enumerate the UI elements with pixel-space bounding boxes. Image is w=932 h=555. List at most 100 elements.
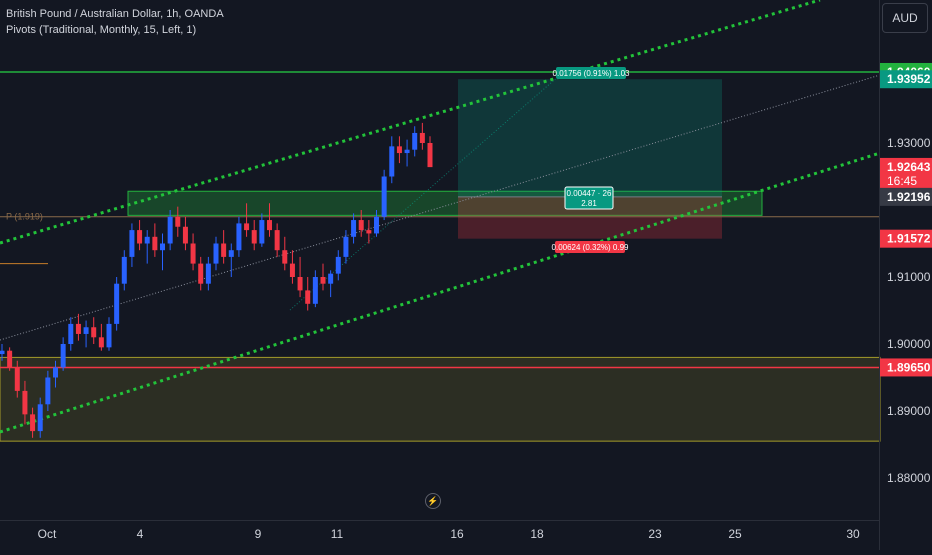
price-label-1.92643 — [880, 157, 932, 190]
candle-body — [190, 243, 196, 264]
price-label-1.91572 — [880, 229, 932, 248]
demand-zone[interactable] — [0, 356, 881, 442]
entry-label: 0.00447 · 26 — [567, 189, 612, 198]
candle-body — [381, 176, 387, 217]
candle-body — [274, 230, 280, 251]
candle-body — [68, 323, 74, 344]
candle-body — [121, 256, 127, 284]
price-label-1.89650 — [880, 358, 932, 377]
candle-body — [412, 132, 418, 150]
candle-body — [289, 263, 295, 277]
price-tick: 1.91000 — [887, 270, 931, 284]
time-tick: 25 — [728, 527, 742, 541]
candle-body — [37, 404, 43, 432]
candle-body — [14, 367, 20, 391]
candle-body — [267, 220, 272, 231]
price-label-1.92196 — [880, 187, 932, 206]
candle-body — [335, 256, 341, 274]
candle-body — [312, 277, 318, 304]
candle-body — [221, 243, 227, 257]
candle-body — [213, 243, 219, 264]
candle-body — [144, 236, 150, 244]
breakout-zone[interactable] — [127, 190, 763, 216]
time-tick: 11 — [331, 527, 344, 541]
candle-body — [60, 344, 66, 368]
candle-body — [45, 377, 51, 405]
candle-body — [175, 216, 181, 227]
candle-body — [228, 250, 234, 257]
candle-body — [0, 350, 5, 355]
candle-body — [205, 263, 211, 284]
price-tick: 1.89000 — [887, 404, 931, 418]
price-tick: 1.88000 — [887, 471, 931, 485]
candle-body — [167, 216, 173, 244]
candle-body — [282, 250, 288, 264]
candle-body — [358, 220, 364, 231]
time-tick: Oct — [38, 527, 57, 541]
candle-body — [396, 146, 402, 154]
price-label-text: 1.92643 — [887, 160, 931, 174]
candle-body — [7, 350, 13, 368]
price-label-1.93952 — [880, 70, 932, 89]
flash-icon[interactable]: ⚡ — [425, 493, 441, 509]
time-tick: 30 — [846, 527, 860, 541]
candle-body — [30, 414, 36, 432]
time-tick: 4 — [137, 527, 144, 541]
candle-body — [182, 226, 188, 244]
symbol-title[interactable]: British Pound / Australian Dollar, 1h, O… — [6, 8, 224, 20]
price-axis-divider — [879, 0, 880, 550]
time-tick: 9 — [255, 527, 262, 541]
candle-body — [83, 327, 89, 334]
target-label-box[interactable] — [556, 67, 626, 79]
candle-body — [114, 283, 120, 324]
currency-button[interactable]: AUD — [882, 3, 928, 33]
price-tick: 1.93000 — [887, 136, 931, 150]
target-label: 0.01756 (0.91%) 1.03 — [553, 69, 630, 78]
entry-label: 2.81 — [581, 199, 597, 208]
candle-body — [22, 390, 28, 415]
stop-label-box[interactable] — [555, 241, 625, 253]
time-tick: 18 — [530, 527, 544, 541]
candle-body — [320, 277, 326, 284]
candle-body — [419, 132, 425, 143]
candle-body — [389, 146, 395, 177]
candle-body — [427, 143, 433, 168]
time-axis-divider — [0, 520, 880, 521]
indicator-label[interactable]: Pivots (Traditional, Monthly, 15, Left, … — [6, 24, 197, 36]
candle-body — [351, 220, 357, 237]
candle-body — [251, 230, 257, 244]
entry-label-box[interactable] — [564, 186, 614, 210]
candle-body — [236, 223, 242, 251]
price-label-text: 1.93952 — [887, 72, 931, 86]
time-tick: 16 — [450, 527, 464, 541]
candle-body — [98, 337, 104, 348]
candle-body — [305, 290, 311, 304]
candle-body — [106, 323, 112, 348]
candle-body — [244, 223, 250, 231]
mid-trendline — [0, 74, 881, 341]
pivot-label: P (1.919) — [6, 212, 43, 222]
time-tick: 23 — [648, 527, 662, 541]
countdown-label: 16:45 — [887, 174, 917, 188]
candle-body — [259, 220, 265, 244]
price-tick: 1.90000 — [887, 337, 931, 351]
candle-body — [137, 230, 143, 244]
price-label-text: 1.92196 — [887, 190, 931, 204]
candle-body — [198, 263, 204, 284]
stop-label: 0.00624 (0.32%) 0.99 — [552, 243, 629, 252]
candle-body — [129, 230, 135, 257]
upper-trendline[interactable] — [0, 0, 821, 245]
candle-body — [328, 273, 334, 284]
candle-body — [343, 236, 349, 257]
candle-body — [374, 216, 379, 234]
candle-body — [75, 323, 81, 334]
candle-body — [160, 243, 165, 251]
target-zone[interactable] — [458, 79, 722, 197]
candle-body — [53, 367, 58, 378]
chart-legend: British Pound / Australian Dollar, 1h, O… — [6, 6, 224, 38]
candle-body — [297, 277, 303, 291]
price-label-text: 1.89650 — [887, 360, 931, 374]
